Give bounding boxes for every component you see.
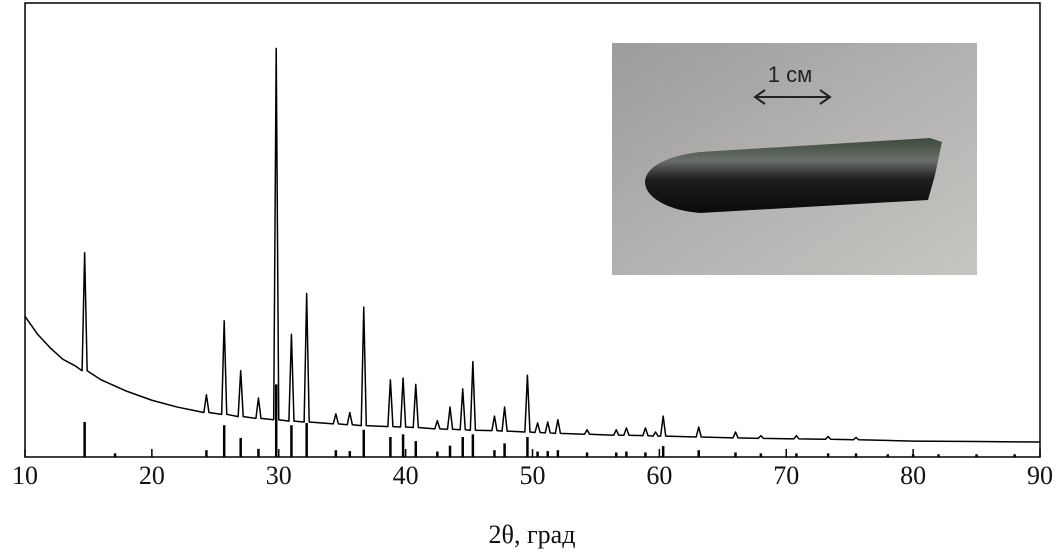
pattern-line — [24, 47, 1041, 443]
x-tick-label: 40 — [393, 461, 419, 490]
x-tick-label: 90 — [1027, 461, 1053, 490]
x-tick-label: 70 — [773, 461, 799, 490]
x-tick-label: 80 — [900, 461, 926, 490]
scale-label: 1 см — [768, 62, 812, 87]
x-tick-label: 50 — [520, 461, 546, 490]
x-tick-label: 60 — [646, 461, 672, 490]
inset-photo: 1 см — [612, 43, 977, 275]
sample-rod — [645, 138, 942, 213]
x-axis-label: 2θ, град — [489, 520, 576, 549]
x-tick-label: 30 — [266, 461, 292, 490]
x-tick-label: 10 — [12, 461, 38, 490]
scale-arrow-heads — [753, 89, 832, 105]
x-tick-label: 20 — [139, 461, 165, 490]
